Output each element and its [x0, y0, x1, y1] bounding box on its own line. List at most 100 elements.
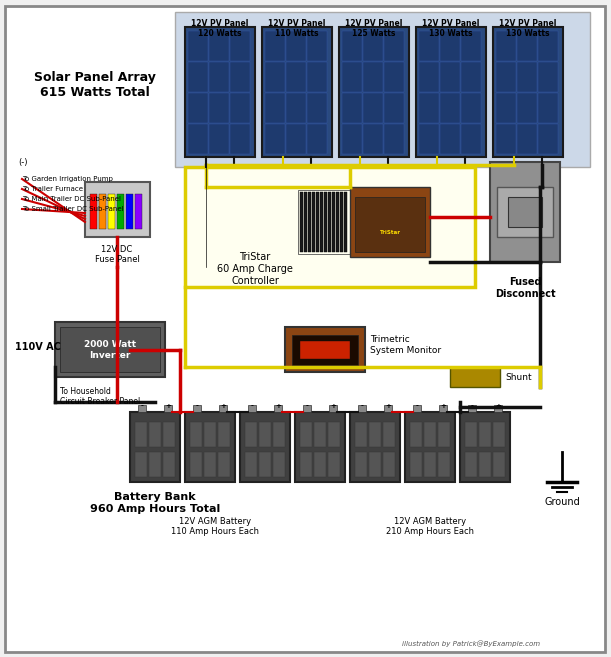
Text: Battery Bank
960 Amp Hours Total: Battery Bank 960 Amp Hours Total — [90, 492, 220, 514]
Bar — [424, 452, 436, 477]
Bar — [419, 31, 439, 61]
Bar — [363, 31, 383, 61]
Bar — [163, 452, 175, 477]
Text: 12V PV Panel
120 Watts: 12V PV Panel 120 Watts — [191, 19, 249, 38]
Bar — [185, 167, 475, 287]
Bar — [209, 124, 229, 154]
Text: To Garden Irrigation Pump: To Garden Irrigation Pump — [22, 176, 113, 182]
Bar — [204, 422, 216, 447]
Bar — [230, 62, 250, 92]
Bar — [419, 93, 439, 123]
Text: 12V AGM Battery
110 Amp Hours Each: 12V AGM Battery 110 Amp Hours Each — [171, 517, 259, 536]
Bar — [479, 422, 491, 447]
Bar — [342, 62, 362, 92]
Bar — [273, 452, 285, 477]
Bar — [230, 31, 250, 61]
Bar — [419, 124, 439, 154]
Bar — [496, 62, 516, 92]
Bar — [383, 452, 395, 477]
Bar — [355, 197, 425, 252]
Bar — [490, 162, 560, 262]
Bar — [273, 422, 285, 447]
Text: +: + — [440, 403, 446, 409]
Bar — [538, 93, 558, 123]
Bar — [218, 452, 230, 477]
Text: To Household
Circuit Breaker Panel: To Household Circuit Breaker Panel — [60, 387, 141, 407]
Text: 12V PV Panel
130 Watts: 12V PV Panel 130 Watts — [422, 19, 480, 38]
Bar — [135, 422, 147, 447]
Bar — [419, 62, 439, 92]
Bar — [494, 405, 502, 412]
Bar — [190, 452, 202, 477]
Bar — [307, 31, 327, 61]
Bar — [460, 412, 510, 482]
Bar — [355, 452, 367, 477]
Bar — [219, 405, 227, 412]
Bar — [538, 31, 558, 61]
Bar — [493, 422, 505, 447]
Bar — [538, 124, 558, 154]
Text: -: - — [141, 403, 144, 409]
Bar — [384, 405, 392, 412]
Bar — [336, 192, 339, 252]
Bar — [465, 452, 477, 477]
Bar — [496, 31, 516, 61]
Text: Shunt: Shunt — [505, 373, 532, 382]
Bar — [55, 322, 165, 377]
Bar — [164, 405, 172, 412]
Text: Solar Panel Array
615 Watts Total: Solar Panel Array 615 Watts Total — [34, 71, 156, 99]
Bar — [424, 422, 436, 447]
Bar — [508, 197, 542, 227]
Bar — [188, 93, 208, 123]
Text: 2000 Watt
Inverter: 2000 Watt Inverter — [84, 340, 136, 359]
Bar — [300, 192, 303, 252]
Bar — [461, 93, 481, 123]
Text: 12V AGM Battery
210 Amp Hours Each: 12V AGM Battery 210 Amp Hours Each — [386, 517, 474, 536]
Bar — [324, 192, 327, 252]
Bar — [149, 422, 161, 447]
Bar — [342, 124, 362, 154]
Bar — [440, 62, 460, 92]
Bar — [209, 62, 229, 92]
Bar — [355, 422, 367, 447]
Bar — [358, 405, 366, 412]
Bar — [188, 62, 208, 92]
Bar — [230, 124, 250, 154]
Text: Fused
Disconnect: Fused Disconnect — [495, 277, 555, 298]
Bar — [230, 93, 250, 123]
Bar — [538, 62, 558, 92]
Bar — [190, 422, 202, 447]
Bar — [108, 194, 115, 229]
Bar — [135, 452, 147, 477]
Bar — [90, 194, 97, 229]
Bar — [300, 422, 312, 447]
Bar — [316, 192, 319, 252]
Bar — [175, 12, 590, 167]
Bar — [517, 62, 537, 92]
Bar — [493, 452, 505, 477]
Bar — [135, 194, 142, 229]
Bar — [307, 93, 327, 123]
Bar — [259, 452, 271, 477]
Bar — [438, 452, 450, 477]
Text: +: + — [220, 403, 226, 409]
Bar — [405, 412, 455, 482]
Bar — [461, 124, 481, 154]
Bar — [363, 62, 383, 92]
Bar — [468, 405, 476, 412]
Bar — [328, 192, 331, 252]
Bar — [265, 93, 285, 123]
Bar — [369, 452, 381, 477]
Bar — [340, 192, 343, 252]
Text: TriStar
60 Amp Charge
Controller: TriStar 60 Amp Charge Controller — [217, 252, 293, 286]
Text: -: - — [415, 403, 419, 409]
Bar — [149, 452, 161, 477]
Bar — [292, 335, 358, 365]
Text: 12V DC
Fuse Panel: 12V DC Fuse Panel — [95, 245, 139, 264]
Bar — [496, 93, 516, 123]
Text: +: + — [385, 403, 391, 409]
Bar — [245, 452, 257, 477]
Bar — [314, 422, 326, 447]
Bar — [245, 422, 257, 447]
Bar — [265, 62, 285, 92]
